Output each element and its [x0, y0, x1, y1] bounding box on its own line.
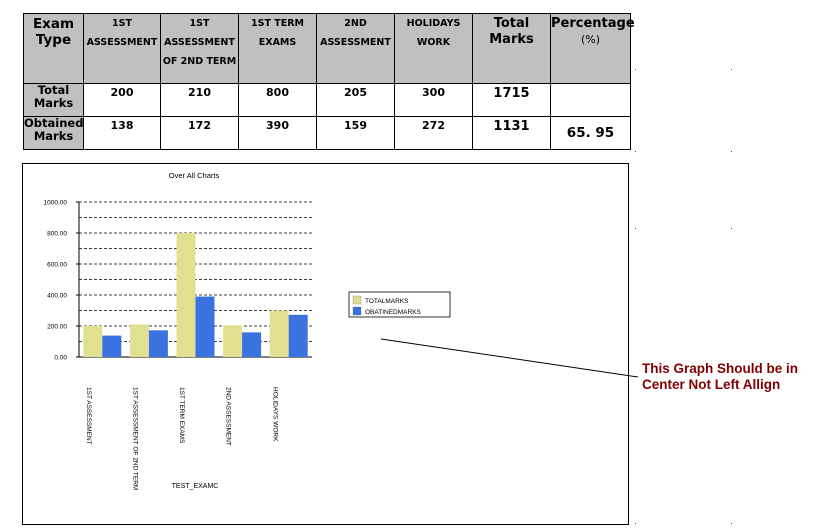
x-category-label: 2ND ASSESSMENT [225, 387, 232, 446]
bar-obatinedmarks-5 [288, 314, 308, 357]
y-tick-label: 1000.00 [44, 200, 68, 207]
y-tick-label: 400.00 [47, 293, 67, 300]
table-row: Total Marks 200 210 800 205 300 1715 [23, 83, 631, 117]
table-row: Obtained Marks 138 172 390 159 272 1131 … [23, 116, 631, 150]
stray-dot [635, 523, 636, 524]
table-cell: 172 [160, 116, 239, 150]
x-category-label: 1ST TERM EXAMS [178, 387, 185, 444]
annotation-line [380, 338, 639, 378]
row-label: Obtained Marks [23, 116, 84, 150]
legend-label: TOTALMARKS [365, 298, 409, 305]
stray-dot [635, 151, 636, 152]
bar-totalmarks-2 [129, 324, 149, 357]
x-category-label: 1ST ASSESSMENT [85, 387, 92, 445]
x-axis-label: TEST_EXAMC [172, 483, 219, 490]
y-tick-label: 200.00 [47, 324, 67, 331]
stray-dot [731, 228, 732, 229]
chart-title: Over All Charts [169, 171, 220, 180]
total-cell: 1715 [472, 83, 551, 117]
table-cell: 205 [316, 83, 395, 117]
bar-obatinedmarks-3 [195, 296, 215, 357]
stray-dot [731, 69, 732, 70]
x-category-label: 1ST ASSESSMENT OF 2ND TERM [132, 387, 139, 490]
total-cell: 1131 [472, 116, 551, 150]
table-cell: 800 [238, 83, 317, 117]
bar-chart: Over All Charts 0.00 200.00 400.00 600.00 800… [44, 171, 451, 490]
table-cell: 300 [394, 83, 473, 117]
y-tick-label: 800.00 [47, 231, 67, 238]
table-cell: 390 [238, 116, 317, 150]
bar-obatinedmarks-1 [102, 335, 122, 357]
legend-swatch [352, 306, 362, 316]
stray-dot [635, 69, 636, 70]
header-percentage: Percentage (%) [550, 13, 635, 84]
stray-dot [635, 228, 636, 229]
chart-frame: Over All Charts 0.00 200.00 400.00 600.00 800… [22, 163, 629, 525]
legend-box [348, 291, 451, 318]
table-cell: 210 [160, 83, 239, 117]
legend-swatch [352, 295, 362, 305]
stray-dot [731, 523, 732, 524]
bar-obatinedmarks-2 [148, 330, 168, 357]
table-header-row: Exam Type 1ST ASSESSMENT 1ST ASSESSMENT OF … [23, 13, 635, 84]
y-tick-label: 600.00 [47, 262, 67, 269]
header-col-2: 1ST ASSESSMENT OF 2ND TERM [160, 13, 239, 84]
legend-label: OBATINEDMARKS [365, 309, 422, 316]
marks-table: Exam Type 1ST ASSESSMENT 1ST ASSESSMENT OF … [23, 13, 635, 150]
bar-totalmarks-4 [223, 325, 243, 357]
row-label: Total Marks [23, 83, 84, 117]
annotation-line-1: This Graph Should be in [642, 361, 799, 376]
bar-totalmarks-5 [269, 310, 289, 357]
table-cell: 138 [83, 116, 161, 150]
table-cell: 272 [394, 116, 473, 150]
bar-obatinedmarks-4 [242, 332, 262, 357]
y-tick-label: 0.00 [54, 355, 67, 362]
annotation-note: This Graph Should be in Center Not Left … [642, 361, 798, 393]
percentage-cell: 65. 95 [550, 116, 631, 150]
x-category-label: HOLIDAYS WORK [271, 387, 278, 442]
stray-dot [731, 151, 732, 152]
bar-totalmarks-1 [83, 326, 103, 357]
annotation-line-2: Center Not Left Allign [642, 377, 781, 392]
header-col-1: 1ST ASSESSMENT [83, 13, 161, 84]
header-total-marks: Total Marks [472, 13, 551, 84]
header-exam-type: Exam Type [23, 13, 84, 84]
percentage-cell [550, 83, 631, 117]
bar-totalmarks-3 [176, 233, 196, 357]
